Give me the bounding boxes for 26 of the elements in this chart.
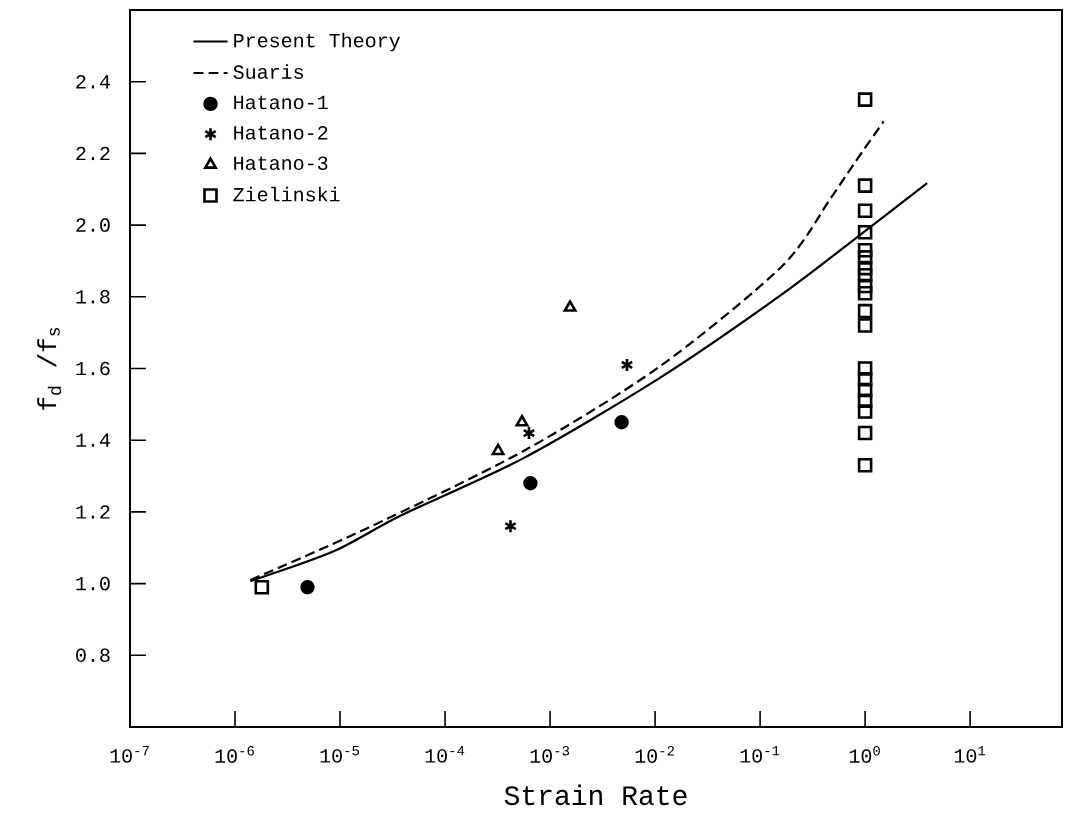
legend-label: Hatano-1	[234, 95, 328, 110]
x-tick-label: 10$^{0}$	[849, 746, 880, 763]
x-tick-label: 10$^{1}$	[954, 746, 986, 763]
y-axis-title: f$_{d}$ /f$_{s}$	[37, 327, 62, 410]
legend-label: Present Theory	[234, 32, 401, 52]
legend-label: Suaris	[233, 64, 304, 79]
legend-label: Hatano-2	[234, 126, 328, 140]
y-tick-label: 2.2	[76, 146, 110, 161]
y-tick-label: 2.0	[76, 218, 110, 232]
y-tick-label: 1.2	[76, 505, 110, 519]
y-tick-label: 2.4	[76, 74, 110, 89]
y-tick-label: 1.0	[76, 576, 110, 591]
x-tick-label: 10$^{-7}$	[110, 746, 149, 763]
legend-label: Zielinski	[233, 186, 340, 202]
y-tick-label: 1.8	[76, 290, 110, 304]
y-tick-label: 1.6	[76, 361, 110, 376]
y-tick-label: 0.8	[76, 648, 110, 663]
x-axis-title: Strain Rate	[504, 784, 687, 806]
x-tick-label: 10$^{-6}$	[215, 746, 255, 763]
x-tick-label: 10$^{-3}$	[530, 746, 570, 763]
x-tick-label: 10$^{-2}$	[635, 746, 674, 763]
legend-label: Hatano-3	[234, 156, 328, 170]
y-tick-label: 1.4	[76, 433, 110, 447]
x-tick-label: 10$^{-1}$	[740, 746, 780, 763]
x-tick-label: 10$^{-5}$	[320, 746, 360, 763]
x-tick-label: 10$^{-4}$	[425, 746, 465, 763]
